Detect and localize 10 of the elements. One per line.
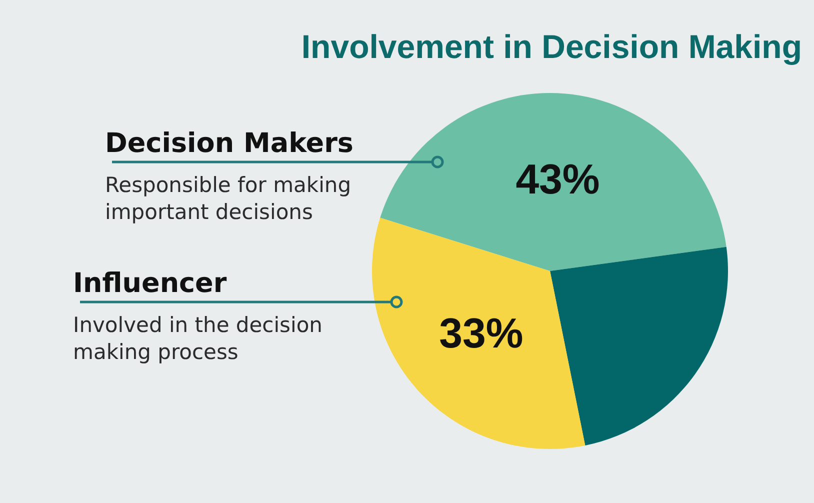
text: Involved in the decision making process (73, 313, 322, 364)
text: Responsible for making important decisions (105, 173, 352, 224)
slice-label: Influencer (73, 268, 228, 299)
chart-title: Involvement in Decision Making (301, 28, 802, 65)
data-label: 43% (516, 155, 600, 202)
pie-slice (550, 246, 728, 446)
data-label: 33% (439, 309, 524, 356)
slice-label: Decision Makers (105, 128, 354, 159)
pie-slice (372, 218, 586, 449)
pie-slice (380, 93, 726, 271)
